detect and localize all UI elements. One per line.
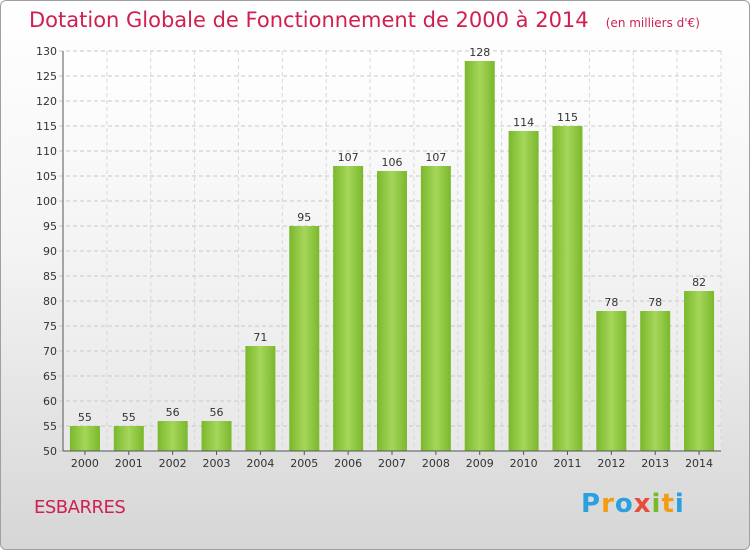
- brand-letter: i: [651, 489, 662, 519]
- y-tick-label: 80: [43, 295, 57, 308]
- y-tick-label: 50: [43, 445, 57, 458]
- x-tick-label: 2009: [466, 457, 494, 470]
- value-label: 95: [297, 211, 311, 224]
- value-labels: 55 55 56 56 71 95 107 106 107 128 114 115 78 78 82: [78, 46, 706, 424]
- bar: [113, 426, 144, 451]
- value-label: 55: [78, 411, 92, 424]
- chart-title: Dotation Globale de Fonctionnement de 20…: [29, 8, 589, 32]
- bar: [596, 311, 627, 451]
- x-tick-label: 2004: [246, 457, 274, 470]
- y-tick-label: 120: [36, 95, 57, 108]
- y-tick-label: 55: [43, 420, 57, 433]
- x-tick-label: 2014: [685, 457, 713, 470]
- bar: [508, 131, 539, 451]
- x-tick-label: 2003: [203, 457, 231, 470]
- y-tick-label: 90: [43, 245, 57, 258]
- brand-letter: r: [601, 489, 615, 519]
- value-label: 56: [210, 406, 224, 419]
- x-tick-label: 2006: [334, 457, 362, 470]
- y-tick-label: 105: [36, 170, 57, 183]
- y-tick-label: 85: [43, 270, 57, 283]
- y-tick-label: 65: [43, 370, 57, 383]
- y-tick-label: 70: [43, 345, 57, 358]
- bars: [69, 61, 715, 451]
- brand-letter: P: [581, 489, 602, 519]
- x-tick-label: 2000: [71, 457, 99, 470]
- value-label: 115: [557, 111, 578, 124]
- bar: [333, 166, 364, 451]
- y-tick-label: 115: [36, 120, 57, 133]
- y-tick-label: 110: [36, 145, 57, 158]
- x-tick-label: 2012: [597, 457, 625, 470]
- bar: [377, 171, 407, 451]
- bar: [464, 61, 495, 451]
- y-tick-label: 100: [36, 195, 57, 208]
- chart-subtitle: (en milliers d'€): [605, 16, 700, 30]
- proxiti-logo: Proxiti: [581, 489, 685, 519]
- x-tick-label: 2005: [290, 457, 318, 470]
- y-tick-label: 125: [36, 70, 57, 83]
- brand-letter: t: [661, 489, 675, 519]
- commune-name: ESBARRES: [34, 497, 126, 518]
- x-tick-label: 2002: [159, 457, 187, 470]
- value-label: 107: [338, 151, 359, 164]
- value-label: 106: [382, 156, 403, 169]
- bar: [289, 226, 320, 451]
- y-tick-label: 95: [43, 220, 57, 233]
- x-tick-label: 2010: [510, 457, 538, 470]
- value-label: 107: [425, 151, 446, 164]
- x-tick-label: 2008: [422, 457, 450, 470]
- x-tick-label: 2013: [641, 457, 669, 470]
- bar: [684, 291, 715, 451]
- bar: [157, 421, 188, 451]
- value-label: 71: [253, 331, 267, 344]
- x-tick-label: 2011: [553, 457, 581, 470]
- value-label: 78: [648, 296, 662, 309]
- y-tick-label: 60: [43, 395, 57, 408]
- x-tick-label: 2007: [378, 457, 406, 470]
- axes: 50 55 60 65 70 75 80 85 90 95 100 105 110 115 120 125 13…: [36, 45, 721, 470]
- title-row: Dotation Globale de Fonctionnement de 20…: [29, 8, 700, 32]
- x-tick-label: 2001: [115, 457, 143, 470]
- value-label: 55: [122, 411, 136, 424]
- brand-letter: x: [633, 489, 652, 519]
- value-label: 114: [513, 116, 534, 129]
- brand-letter: o: [614, 489, 634, 519]
- bar: [552, 126, 583, 451]
- brand-letter: i: [674, 489, 685, 519]
- value-label: 78: [604, 296, 618, 309]
- bar: [245, 346, 276, 451]
- y-tick-label: 75: [43, 320, 57, 333]
- value-label: 82: [692, 276, 706, 289]
- bar: [420, 166, 451, 451]
- value-label: 56: [166, 406, 180, 419]
- y-tick-label: 130: [36, 45, 57, 58]
- bar: [640, 311, 671, 451]
- bar: [69, 426, 100, 451]
- bar: [201, 421, 232, 451]
- value-label: 128: [469, 46, 490, 59]
